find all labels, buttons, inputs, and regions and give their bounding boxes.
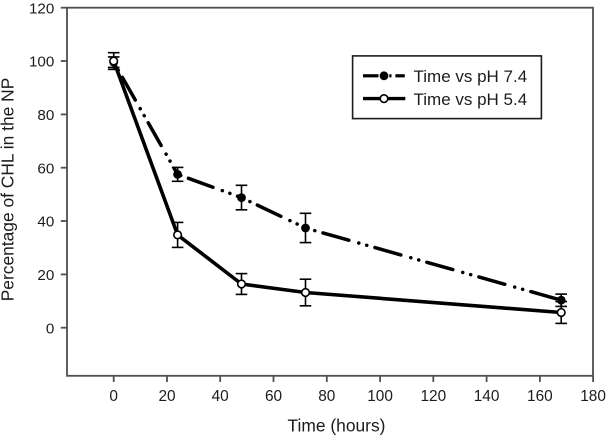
svg-text:Time vs pH 5.4: Time vs pH 5.4 (414, 90, 528, 109)
svg-text:80: 80 (37, 107, 54, 124)
svg-text:60: 60 (37, 160, 54, 177)
svg-text:160: 160 (527, 388, 553, 405)
svg-text:0: 0 (109, 388, 118, 405)
svg-text:180: 180 (580, 388, 606, 405)
svg-text:20: 20 (158, 388, 175, 405)
svg-text:Time (hours): Time (hours) (288, 416, 386, 436)
svg-text:140: 140 (474, 388, 500, 405)
svg-text:120: 120 (420, 388, 446, 405)
svg-text:Percentage of CHL in the NP: Percentage of CHL in the NP (0, 78, 18, 302)
svg-text:60: 60 (265, 388, 282, 405)
svg-text:100: 100 (29, 54, 54, 71)
svg-text:120: 120 (29, 0, 54, 17)
svg-text:100: 100 (367, 388, 393, 405)
svg-text:40: 40 (212, 388, 229, 405)
svg-text:20: 20 (37, 267, 54, 284)
svg-text:0: 0 (46, 320, 54, 337)
svg-text:40: 40 (37, 214, 54, 231)
svg-text:80: 80 (318, 388, 335, 405)
svg-text:Time vs pH 7.4: Time vs pH 7.4 (414, 67, 528, 86)
